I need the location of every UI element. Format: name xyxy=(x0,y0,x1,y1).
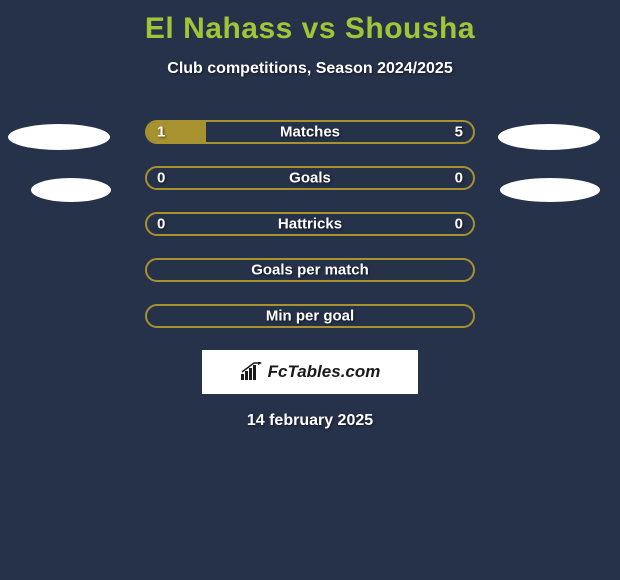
chart-icon xyxy=(240,362,262,382)
bar-label: Goals per match xyxy=(147,262,473,279)
bar-value-left: 1 xyxy=(157,124,165,141)
stat-bar: Goals per match xyxy=(145,258,475,282)
bar-label: Min per goal xyxy=(147,308,473,325)
bar-value-left: 0 xyxy=(157,216,165,233)
bar-value-left: 0 xyxy=(157,170,165,187)
club-marker-left xyxy=(8,124,110,150)
club-marker-right xyxy=(498,124,600,150)
bar-value-right: 5 xyxy=(455,124,463,141)
club-marker-right xyxy=(500,178,600,202)
brand-text: FcTables.com xyxy=(268,362,381,382)
date-text: 14 february 2025 xyxy=(0,412,620,430)
bar-label: Matches xyxy=(147,124,473,141)
stat-bar: Min per goal xyxy=(145,304,475,328)
stat-bar: Matches1 5 xyxy=(145,120,475,144)
brand-box: FcTables.com xyxy=(202,350,418,394)
bar-value-right: 0 xyxy=(455,170,463,187)
page-title: El Nahass vs Shousha xyxy=(0,0,620,46)
bar-value-right: 0 xyxy=(455,216,463,233)
comparison-chart: Matches15Goals00Hattricks00Goals per mat… xyxy=(0,120,620,328)
page-subtitle: Club competitions, Season 2024/2025 xyxy=(0,60,620,78)
bar-label: Goals xyxy=(147,170,473,187)
stat-bar: Goals0 0 xyxy=(145,166,475,190)
club-marker-left xyxy=(31,178,111,202)
stat-bar: Hattricks0 0 xyxy=(145,212,475,236)
bar-label: Hattricks xyxy=(147,216,473,233)
